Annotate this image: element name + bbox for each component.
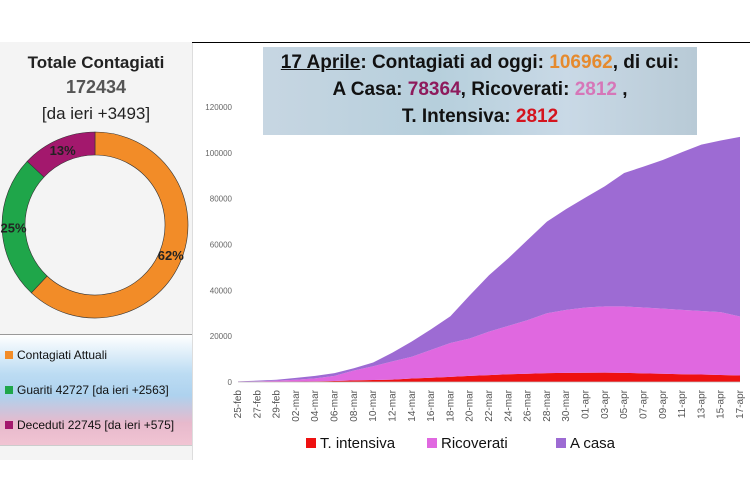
x-tick-label: 11-apr (677, 389, 688, 418)
x-tick-label: 24-mar (503, 389, 514, 421)
headline-ricoverati: 2812 (574, 79, 617, 100)
donut-label: 13% (50, 143, 76, 158)
headline-text: , Ricoverati: (460, 79, 575, 100)
legend-item: Guariti 42727 [da ieri +2563] (5, 383, 169, 397)
legend-label: Contagiati Attuali (17, 348, 108, 362)
legend-label: A casa (570, 435, 616, 452)
headline-acasa: 78364 (407, 79, 461, 100)
legend-swatch (306, 438, 316, 448)
total-value: 172434 (65, 77, 127, 97)
legend-label: T. intensiva (320, 435, 396, 452)
donut-label: 25% (1, 221, 27, 236)
x-tick-label: 22-mar (484, 389, 495, 421)
total-title: Totale Contagiati (27, 53, 165, 72)
donut-slice-contagiati-attuali (30, 131, 189, 319)
legend-swatch (5, 351, 13, 359)
y-tick-label: 0 (228, 378, 233, 387)
x-tick-label: 03-apr (600, 389, 611, 419)
x-tick-label: 16-mar (426, 389, 437, 421)
divider (192, 42, 750, 43)
x-tick-label: 25-feb (233, 390, 244, 419)
headline-text: : Contagiati ad oggi: (360, 52, 550, 73)
x-tick-label: 29-feb (272, 390, 283, 419)
area-t-intensiva (238, 372, 740, 382)
y-tick-label: 100000 (205, 149, 232, 158)
headline-total: 106962 (549, 52, 613, 73)
y-tick-label: 40000 (210, 286, 233, 295)
x-tick-label: 12-mar (387, 389, 398, 421)
donut-slice-deceduti (26, 131, 96, 178)
x-tick-label: 04-mar (310, 389, 321, 421)
x-tick-label: 10-mar (368, 389, 379, 421)
x-tick-label: 07-apr (638, 389, 649, 419)
x-tick-label: 06-mar (330, 389, 341, 421)
legend-label: Deceduti 22745 [da ieri +575] (17, 418, 175, 432)
area-a-casa (238, 136, 740, 382)
legend-item: Contagiati Attuali (5, 348, 107, 362)
legend-swatch (5, 386, 13, 394)
headline-text: T. Intensiva: (401, 106, 516, 127)
x-tick-label: 27-feb (252, 390, 263, 419)
donut-legend: Contagiati Attuali Guariti 42727 [da ier… (0, 334, 192, 446)
y-tick-label: 120000 (205, 103, 232, 112)
legend-label: Guariti 42727 [da ieri +2563] (17, 383, 169, 397)
x-tick-label: 01-apr (581, 389, 592, 419)
headline-text: , (616, 79, 628, 100)
x-tick-label: 14-mar (407, 389, 418, 421)
legend-swatch (427, 438, 437, 448)
legend-item: Deceduti 22745 [da ieri +575] (5, 418, 174, 432)
headline-text: , di cui: (612, 52, 680, 73)
x-tick-label: 08-mar (349, 389, 360, 421)
x-tick-label: 02-mar (291, 389, 302, 421)
x-tick-label: 28-mar (542, 389, 553, 421)
legend-swatch (5, 421, 13, 429)
headline-text: A Casa: (332, 79, 408, 100)
y-tick-label: 60000 (210, 241, 233, 250)
x-tick-label: 05-apr (619, 389, 630, 419)
donut-label: 62% (158, 248, 184, 263)
area-ricoverati (238, 306, 740, 382)
headline-date: 17 Aprile (280, 52, 361, 73)
x-tick-label: 09-apr (658, 389, 669, 419)
x-tick-label: 15-apr (716, 389, 727, 419)
x-tick-label: 17-apr (735, 389, 746, 419)
headline-box: 17 Aprile: Contagiati ad oggi: 106962, d… (263, 47, 697, 135)
x-tick-label: 20-mar (465, 389, 476, 421)
legend-label: Ricoverati (441, 435, 508, 452)
y-tick-label: 80000 (210, 195, 233, 204)
x-tick-label: 18-mar (445, 389, 456, 421)
legend-swatch (556, 438, 566, 448)
y-tick-label: 20000 (210, 332, 233, 341)
x-tick-label: 13-apr (696, 389, 707, 419)
headline-intensiva: 2812 (515, 106, 559, 127)
x-tick-label: 26-mar (523, 389, 534, 421)
x-tick-label: 30-mar (561, 389, 572, 421)
total-delta: [da ieri +3493] (41, 104, 151, 123)
